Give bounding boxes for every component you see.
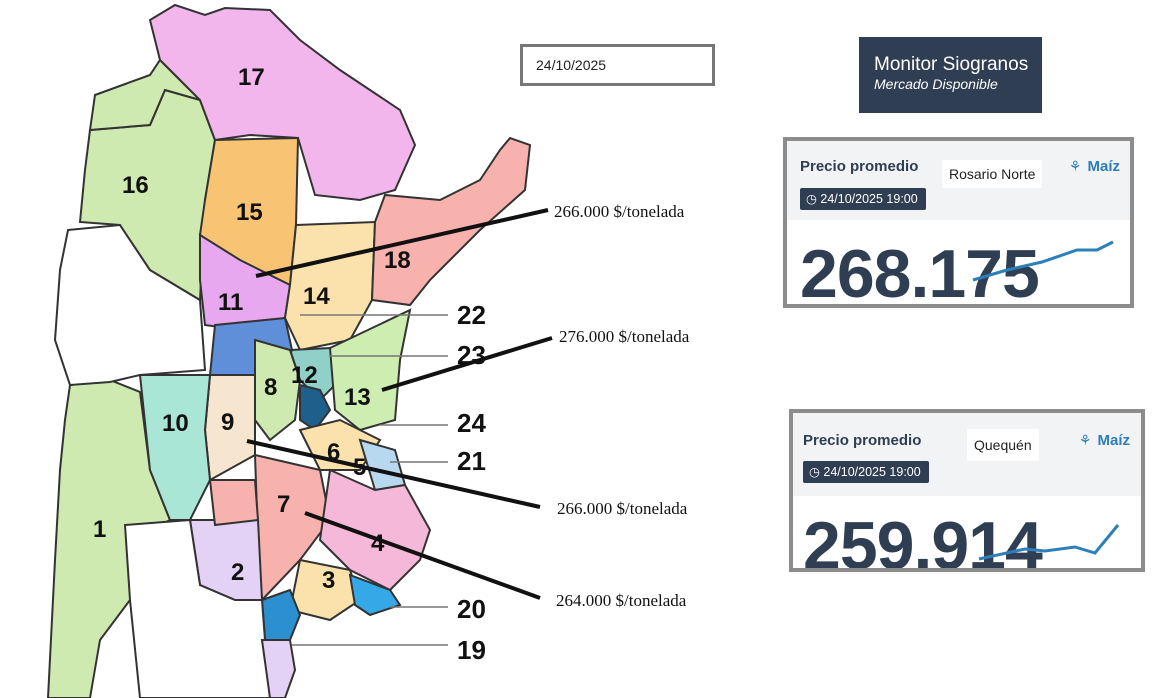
zone-2-north: [208, 479, 260, 527]
zone-4-region: [318, 468, 432, 592]
argentina-zones-map: 1 2 3 4 5 6 7 8 9 10 11 12 13 14 15 16 1…: [46, 3, 690, 698]
timestamp-badge: ◷ 24/10/2025 19:00: [800, 188, 926, 210]
price-callout-2: 276.000 $/tonelada: [559, 327, 690, 346]
zone-label-12: 12: [291, 362, 318, 389]
crop-name: Maíz: [1087, 158, 1120, 175]
zone-label-18: 18: [384, 247, 411, 274]
sparkline-series: [978, 524, 1120, 561]
clock-icon: ◷: [806, 192, 821, 206]
crop-label: ⚘ Maíz: [1069, 158, 1120, 175]
side-number-24: 24: [457, 408, 486, 438]
zone-17-region: [148, 3, 417, 202]
zone-label-4: 4: [371, 530, 385, 557]
date-field: 24/10/2025: [520, 44, 715, 86]
zone-18-region: [370, 136, 532, 307]
price-card-rosario-norte: Precio promedio Rosario Norte ⚘ Maíz ◷ 24…: [783, 137, 1134, 308]
monitor-siogranos-banner: Monitor Siogranos Mercado Disponible: [859, 37, 1042, 113]
zone-label-1: 1: [93, 516, 106, 543]
zone-lavender-south: [260, 639, 297, 698]
monitor-subtitle: Mercado Disponible: [874, 76, 998, 92]
zone-label-11: 11: [218, 289, 243, 316]
zone-5-region: [358, 438, 407, 492]
zone-label-16: 16: [122, 172, 149, 199]
price-callout-3: 266.000 $/tonelada: [557, 499, 688, 518]
side-number-22: 22: [457, 300, 486, 330]
price-callout-1: 266.000 $/tonelada: [554, 202, 685, 221]
crop-label: ⚘ Maíz: [1079, 432, 1130, 449]
price-sparkline: [978, 524, 1120, 561]
zone-label-8: 8: [264, 374, 277, 401]
wheat-icon: ⚘: [1078, 432, 1092, 448]
zone-label-3: 3: [322, 567, 335, 594]
zone-label-17: 17: [238, 64, 265, 91]
card-label: Precio promedio: [803, 432, 922, 449]
zone-label-10: 10: [162, 410, 189, 437]
price-callout-4: 264.000 $/tonelada: [556, 591, 687, 610]
zone-16-north: [88, 58, 204, 132]
zone-label-13: 13: [344, 384, 371, 411]
zone-label-9: 9: [221, 409, 234, 436]
crop-name: Maíz: [1097, 432, 1130, 449]
location-badge: Quequén: [967, 429, 1039, 461]
zone-14-region: [283, 220, 377, 352]
callout-line-1: [255, 208, 549, 278]
wheat-icon: ⚘: [1068, 158, 1082, 174]
zone-1-region: [46, 378, 172, 698]
card-label: Precio promedio: [800, 158, 919, 175]
side-number-20: 20: [457, 594, 486, 624]
zone-13-region: [328, 308, 412, 432]
zone-dark-blue: [299, 383, 332, 432]
callout-line-2: [381, 336, 553, 392]
side-number-21: 21: [457, 446, 486, 476]
zone-10-region: [138, 374, 212, 521]
zone-label-15: 15: [236, 199, 263, 226]
timestamp-text: 24/10/2025 19:00: [823, 465, 921, 479]
timestamp-text: 24/10/2025 19:00: [820, 192, 918, 206]
location-badge: Rosario Norte: [942, 160, 1043, 188]
timestamp-badge: ◷ 24/10/2025 19:00: [803, 461, 929, 483]
price-sparkline: [972, 240, 1114, 282]
side-number-19: 19: [457, 635, 486, 665]
zone-label-14: 14: [303, 283, 330, 310]
callout-line-3: [246, 439, 541, 509]
callout-line-4: [304, 511, 541, 600]
price-card-quequen: Precio promedio Quequén ⚘ Maíz ◷ 24/10/20…: [789, 409, 1145, 572]
sparkline-series: [972, 240, 1114, 282]
average-price-value: 259.914: [803, 508, 1043, 572]
zone-label-7: 7: [277, 491, 290, 518]
zone-label-2: 2: [231, 559, 244, 586]
monitor-title: Monitor Siogranos: [874, 54, 1029, 75]
zone-white-south: [123, 518, 272, 698]
clock-icon: ◷: [809, 465, 824, 479]
zone-20-region: [348, 573, 402, 617]
